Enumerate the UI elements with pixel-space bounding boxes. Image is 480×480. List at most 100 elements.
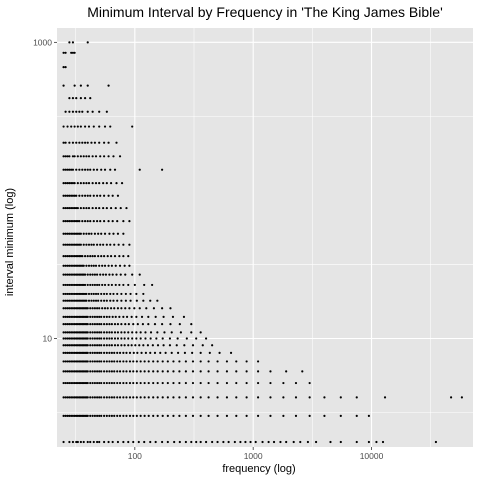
data-point — [127, 331, 130, 334]
data-point — [178, 440, 181, 444]
data-point — [73, 155, 76, 158]
data-point — [128, 351, 132, 354]
data-point — [86, 396, 89, 399]
data-point — [191, 414, 195, 418]
x-axis-title: frequency (log) — [222, 463, 295, 475]
data-point — [323, 396, 326, 399]
data-point — [199, 396, 202, 399]
data-point — [122, 243, 125, 246]
data-point — [64, 141, 67, 144]
data-point — [70, 331, 73, 334]
data-point — [103, 351, 106, 354]
data-point — [73, 381, 76, 385]
data-point — [195, 440, 198, 444]
data-point — [76, 232, 79, 235]
data-point — [308, 414, 311, 418]
data-point — [96, 370, 99, 373]
data-point — [73, 323, 76, 326]
data-point — [85, 243, 88, 246]
data-point — [100, 370, 103, 373]
data-point — [162, 344, 165, 347]
data-point — [128, 264, 131, 267]
data-point — [75, 110, 78, 113]
data-point — [149, 440, 152, 444]
data-point — [70, 337, 73, 340]
data-point — [103, 414, 106, 418]
data-point — [151, 344, 154, 347]
data-point — [91, 396, 94, 399]
data-point — [100, 255, 103, 258]
data-point — [68, 243, 71, 246]
data-point — [68, 331, 71, 334]
data-point — [68, 299, 71, 302]
data-point — [68, 232, 71, 235]
data-point — [147, 414, 150, 418]
data-point — [113, 344, 117, 347]
data-point — [122, 283, 125, 287]
data-point — [120, 337, 123, 340]
data-point — [100, 299, 103, 302]
data-point — [129, 299, 132, 302]
data-point — [70, 360, 73, 363]
data-point — [108, 351, 111, 354]
data-point — [73, 315, 76, 318]
data-point — [79, 232, 82, 235]
data-point — [89, 351, 92, 354]
data-point — [110, 381, 113, 385]
data-point — [76, 182, 79, 185]
data-point — [66, 370, 69, 373]
data-point — [110, 264, 113, 267]
data-point — [139, 370, 142, 373]
data-point — [71, 206, 75, 210]
data-point — [94, 292, 98, 296]
data-point — [156, 414, 159, 418]
data-point — [71, 110, 75, 113]
data-point — [110, 331, 113, 334]
data-point — [93, 323, 97, 326]
data-point — [136, 351, 139, 354]
data-point — [235, 396, 238, 399]
data-point — [89, 440, 92, 444]
data-point — [294, 381, 298, 385]
data-point — [82, 264, 85, 267]
data-point — [86, 141, 89, 144]
data-point — [460, 396, 463, 399]
data-point — [120, 292, 123, 296]
data-point — [87, 125, 91, 128]
data-point — [98, 337, 101, 340]
data-point — [66, 307, 69, 310]
data-point — [73, 299, 76, 302]
data-point — [119, 206, 122, 210]
data-point — [282, 414, 285, 418]
data-point — [100, 360, 103, 363]
data-point — [135, 396, 138, 399]
data-point — [138, 273, 141, 276]
data-point — [89, 337, 92, 340]
data-point — [66, 255, 69, 258]
data-point — [109, 206, 113, 210]
data-point — [301, 370, 304, 373]
data-point — [62, 141, 65, 144]
data-point — [76, 307, 79, 310]
data-point — [66, 264, 69, 267]
data-point — [76, 331, 79, 334]
data-point — [103, 331, 106, 334]
data-point — [66, 323, 69, 326]
data-point — [101, 307, 104, 310]
data-point — [112, 299, 115, 302]
data-point — [75, 243, 78, 246]
data-point — [71, 255, 75, 258]
data-point — [75, 344, 78, 347]
data-point — [86, 414, 89, 418]
data-point — [83, 125, 87, 128]
data-point — [64, 110, 67, 113]
data-point — [66, 414, 69, 418]
data-point — [108, 414, 111, 418]
data-point — [149, 331, 153, 334]
data-point — [269, 381, 272, 385]
data-point — [120, 331, 123, 334]
data-point — [308, 381, 311, 385]
data-point — [71, 440, 75, 444]
data-point — [89, 315, 92, 318]
data-point — [73, 220, 76, 223]
